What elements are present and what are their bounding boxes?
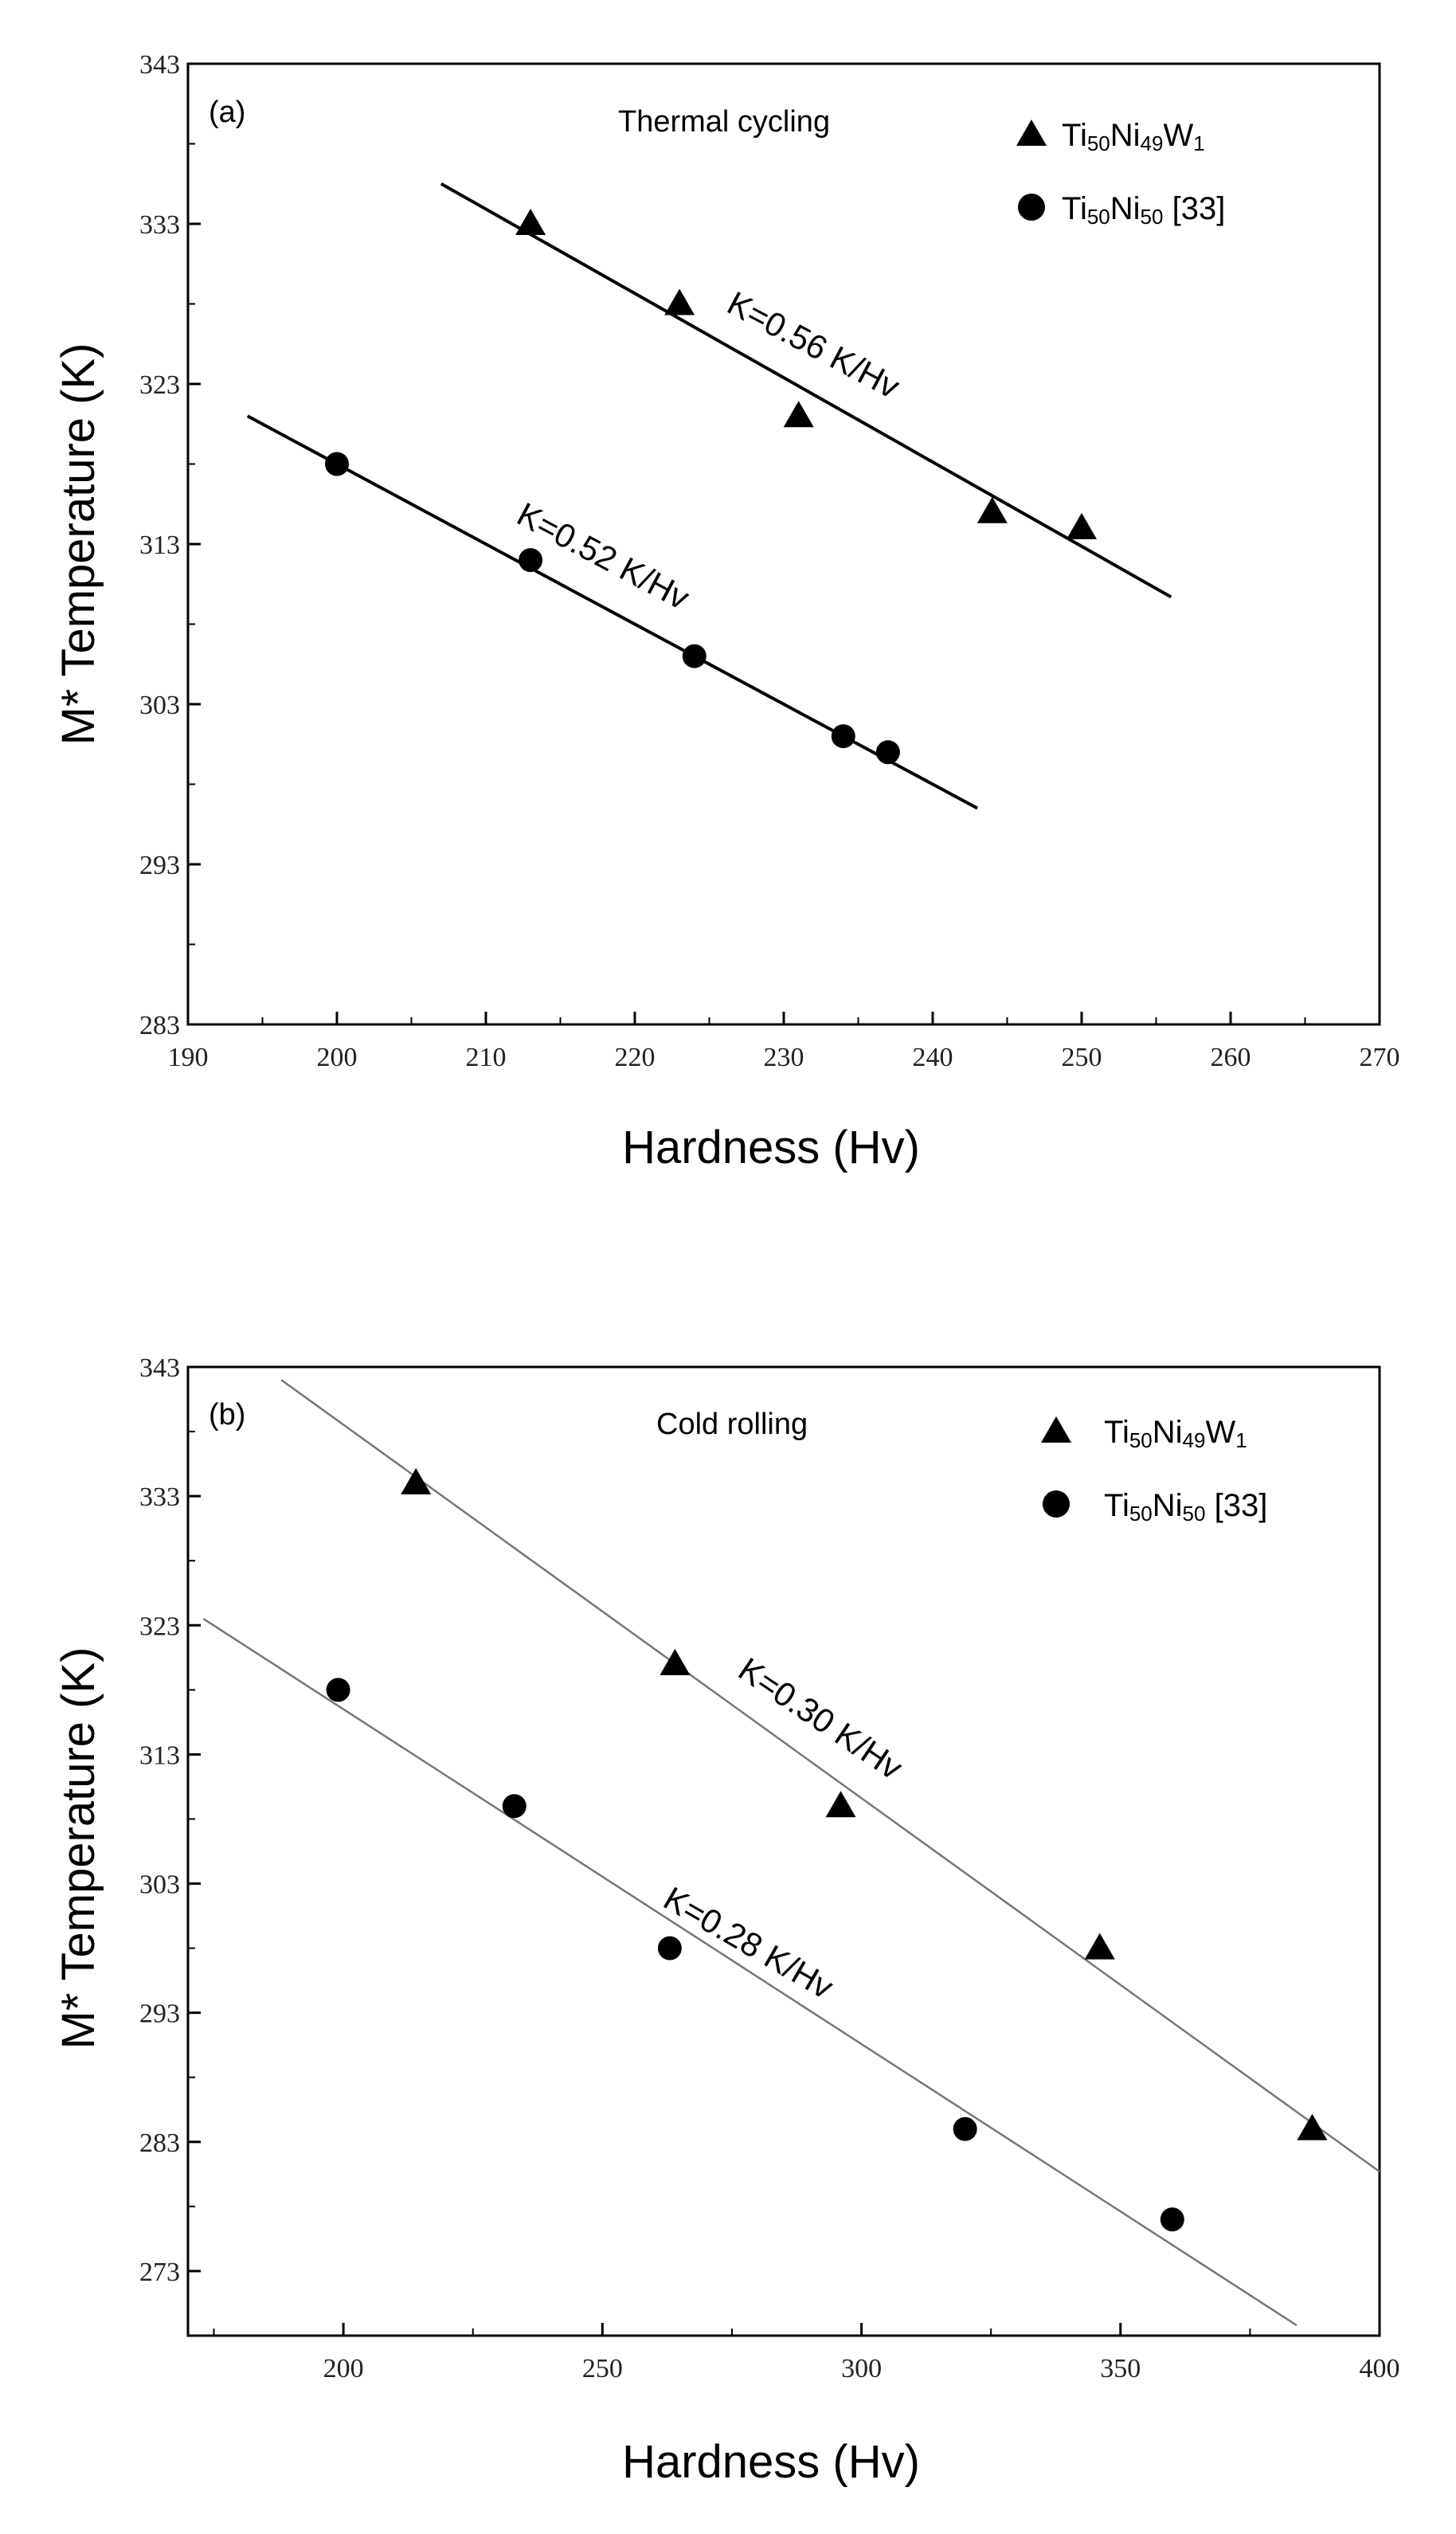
legend-triangle-marker [1041, 1416, 1071, 1443]
x-tick-label: 220 [615, 1043, 656, 1072]
data-point-circle [502, 1794, 526, 1819]
panel-b-fit-lines [202, 1379, 1380, 2327]
y-tick-label: 313 [139, 1741, 180, 1770]
panel-b-legend: Ti50Ni49W1 Ti50Ni50 [33] [1041, 1415, 1267, 1525]
data-point-circle [1160, 2207, 1184, 2232]
panel-a-label: (a) [209, 96, 245, 129]
data-point-triangle [1297, 2113, 1328, 2140]
data-point-triangle [660, 1648, 691, 1675]
x-tick-label: 260 [1211, 1043, 1251, 1072]
x-tick-label: 270 [1360, 1043, 1400, 1072]
legend-triangle-marker [1016, 119, 1047, 146]
y-tick-label: 323 [139, 1612, 180, 1641]
data-point-triangle [515, 209, 546, 235]
data-point-circle [875, 740, 900, 765]
x-tick-label: 240 [913, 1043, 953, 1072]
x-tick-label: 230 [764, 1043, 804, 1072]
fit-line-tiniw [440, 182, 1172, 599]
data-point-triangle [783, 401, 814, 428]
panel-a-fit-lines [246, 182, 1172, 810]
data-point-circle [519, 548, 543, 573]
legend-entry-tiniw: Ti50Ni49W1 [1104, 1415, 1247, 1452]
y-tick-label: 273 [139, 2258, 180, 2287]
data-point-circle [325, 452, 349, 476]
panel-b-slope-label-tini: K=0.28 K/Hv [658, 1879, 840, 2006]
x-tick-label: 250 [582, 2354, 623, 2383]
panel-b-data-points [326, 1467, 1328, 2232]
x-tick-label: 200 [323, 2354, 364, 2383]
legend-entry-tiniw: Ti50Ni49W1 [1062, 118, 1205, 155]
data-point-triangle [1067, 512, 1097, 539]
legend-circle-marker [1043, 1490, 1070, 1518]
data-point-circle [953, 2117, 977, 2141]
panel-a-ticks: 190 200 210 220 230 240 250 260 270 283 293 303 313 3… [139, 50, 1400, 1072]
y-tick-label: 303 [139, 1870, 180, 1900]
panel-a-y-axis-label: M* Temperature (K) [53, 343, 104, 746]
x-tick-label: 210 [466, 1043, 507, 1072]
data-point-circle [326, 1678, 350, 1702]
panel-a-thermal-cycling: 190 200 210 220 230 240 250 260 270 283 293 303 313 3… [53, 50, 1400, 1173]
data-point-triangle [1084, 1933, 1115, 1960]
y-tick-label: 303 [139, 691, 180, 720]
panel-b-x-axis-label: Hardness (Hv) [622, 2436, 920, 2488]
y-tick-label: 333 [139, 210, 180, 240]
legend-entry-tini: Ti50Ni50 [33] [1104, 1488, 1267, 1525]
fit-line-tini [202, 1618, 1297, 2327]
legend-entry-tini: Ti50Ni50 [33] [1062, 191, 1225, 229]
panel-a-data-points [325, 209, 1097, 765]
fit-line-tiniw [280, 1379, 1380, 2173]
panel-b-cold-rolling: 200 250 300 350 400273283293303313323333343 … [53, 1353, 1400, 2488]
panel-a-slope-label-tiniw: K=0.56 K/Hv [722, 284, 906, 405]
data-point-triangle [977, 496, 1008, 523]
data-point-triangle [401, 1467, 432, 1494]
x-tick-label: 190 [168, 1043, 209, 1072]
fit-line-tini [246, 414, 979, 810]
x-tick-label: 250 [1062, 1043, 1102, 1072]
y-tick-label: 283 [139, 2129, 180, 2158]
y-tick-label: 283 [139, 1011, 180, 1040]
x-tick-label: 300 [841, 2354, 882, 2383]
panel-b-label: (b) [209, 1398, 245, 1431]
x-tick-label: 200 [317, 1043, 358, 1072]
panel-a-x-axis-label: Hardness (Hv) [622, 1122, 920, 1173]
y-tick-label: 343 [139, 50, 180, 80]
panel-b-ticks: 200 250 300 350 400 273 283 293 303 313 323 333 343 [139, 1353, 1400, 2383]
x-tick-label: 350 [1100, 2354, 1141, 2383]
y-tick-label: 343 [139, 1353, 180, 1383]
y-tick-label: 323 [139, 370, 180, 400]
data-point-triangle [664, 288, 695, 315]
legend-circle-marker [1018, 194, 1045, 221]
data-point-circle [657, 1936, 682, 1960]
data-point-circle [831, 724, 855, 749]
data-point-circle [682, 644, 706, 668]
panel-a-legend: Ti50Ni49W1 Ti50Ni50 [33] [1016, 118, 1225, 229]
y-tick-label: 293 [139, 1999, 180, 2029]
panel-b-plot-frame [186, 1365, 1381, 2337]
y-tick-label: 313 [139, 531, 180, 560]
panel-b-annotation: Cold rolling [656, 1408, 808, 1441]
y-tick-label: 293 [139, 851, 180, 880]
x-tick-label: 400 [1360, 2354, 1400, 2383]
panel-a-annotation: Thermal cycling [618, 105, 830, 139]
data-point-triangle [825, 1791, 856, 1818]
y-tick-label: 333 [139, 1482, 180, 1512]
panel-b-y-axis-label: M* Temperature (K) [53, 1647, 104, 2050]
panel-b-slope-label-tiniw: K=0.30 K/Hv [732, 1650, 910, 1786]
